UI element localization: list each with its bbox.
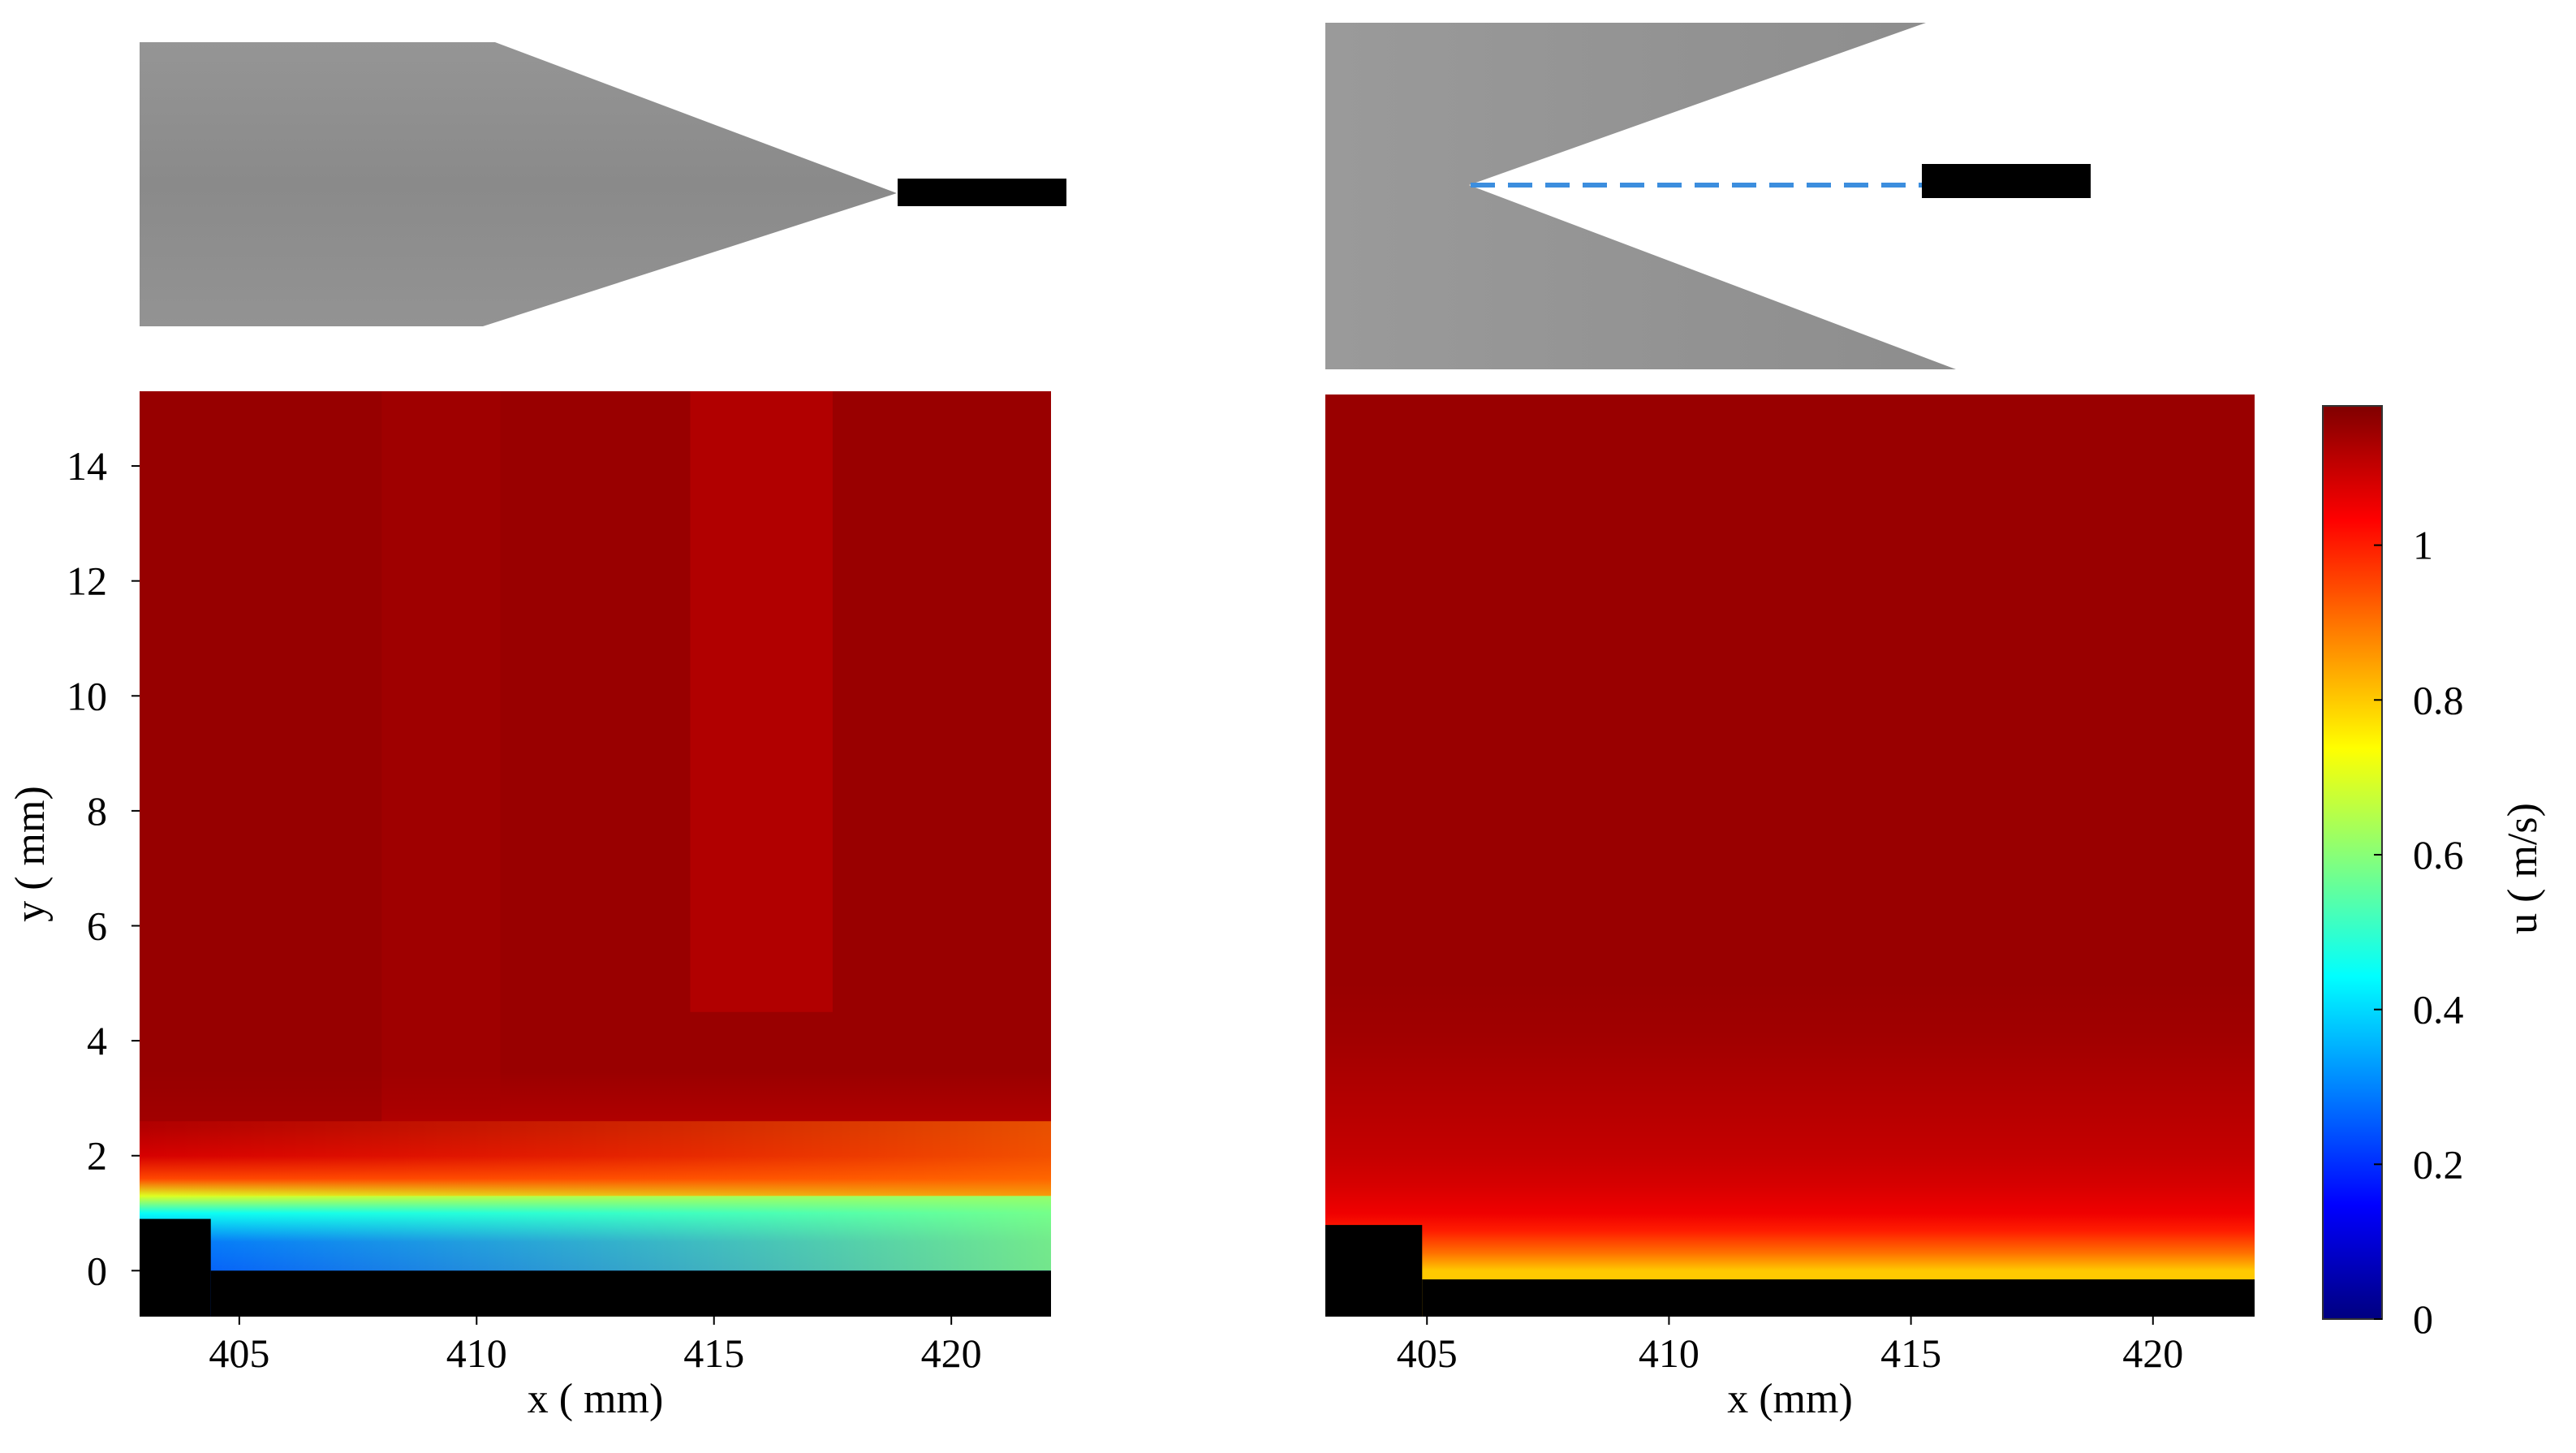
left-y-ticks: 0 2 4 6 8 10 12 14	[67, 443, 140, 1293]
right-inset-photo	[1325, 23, 2091, 369]
left-x-axis-label: x ( mm)	[528, 1376, 664, 1422]
colorbar-tick-label: 0	[2413, 1296, 2433, 1342]
left-freestream-light-region	[690, 391, 833, 1012]
right-x-ticks: 405 410 415 420	[1397, 1317, 2183, 1376]
y-tick-label: 12	[67, 558, 107, 604]
left-panel: 405 410 415 420 0 2 4 6 8 10 12 14 x ( mm) y ( mm)	[7, 391, 1051, 1422]
left-bl-outer-shift	[140, 1121, 1051, 1196]
y-tick-label: 0	[87, 1248, 107, 1293]
left-freestream-mid-region	[381, 391, 501, 1110]
colorbar-scale	[2322, 405, 2383, 1320]
y-tick-label: 14	[67, 443, 107, 489]
y-tick-label: 2	[87, 1133, 107, 1179]
right-velocity-field	[1325, 395, 2255, 1317]
right-panel: 405 410 415 420 x (mm)	[1325, 395, 2255, 1422]
x-tick-label: 415	[683, 1330, 744, 1376]
colorbar-tick-label: 0.4	[2413, 987, 2464, 1033]
x-tick-label: 415	[1880, 1330, 1941, 1376]
colorbar-tick-label: 0.2	[2413, 1141, 2464, 1187]
y-tick-label: 6	[87, 903, 107, 949]
colorbar-tick-label: 0.8	[2413, 677, 2464, 722]
x-tick-label: 420	[2122, 1330, 2183, 1376]
right-inset-plate	[1922, 164, 2091, 198]
left-plate-mask	[140, 1218, 211, 1317]
left-inset-sharp-edge	[140, 42, 897, 326]
left-inset-plate	[898, 179, 1066, 206]
colorbar-ticks: 0 0.2 0.4 0.6 0.8 1	[2374, 523, 2464, 1342]
left-wall-mask	[210, 1270, 1051, 1317]
left-freestream-dark-region	[140, 391, 382, 1122]
colorbar-tick-label: 0.6	[2413, 832, 2464, 877]
x-tick-label: 420	[921, 1330, 982, 1376]
x-tick-label: 410	[1639, 1330, 1699, 1376]
colorbar-label: u ( m/s)	[2500, 803, 2546, 934]
colorbar: 0 0.2 0.4 0.6 0.8 1 u ( m/s)	[2322, 405, 2546, 1342]
right-wall-mask	[1422, 1279, 2255, 1317]
right-inset-notched-edge	[1325, 23, 1956, 369]
colorbar-tick-label: 1	[2413, 523, 2433, 568]
y-tick-label: 8	[87, 788, 107, 834]
left-y-axis-label: y ( mm)	[7, 786, 54, 922]
left-bl-downstream-shift	[140, 1196, 1051, 1271]
left-inset-photo	[140, 42, 1066, 326]
x-tick-label: 405	[209, 1330, 269, 1376]
x-tick-label: 410	[446, 1330, 507, 1376]
y-tick-label: 4	[87, 1018, 107, 1063]
y-tick-label: 10	[67, 673, 107, 718]
left-x-ticks: 405 410 415 420	[209, 1317, 982, 1376]
right-plate-mask	[1325, 1225, 1423, 1317]
x-tick-label: 405	[1397, 1330, 1458, 1376]
right-x-axis-label: x (mm)	[1727, 1376, 1853, 1422]
